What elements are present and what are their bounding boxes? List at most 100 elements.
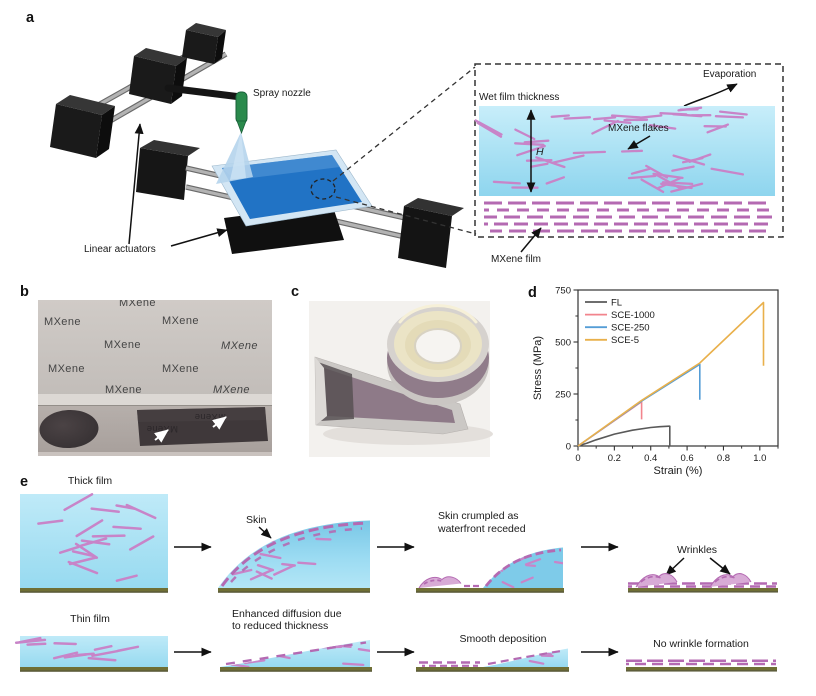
thick-film-row: Thick film Skin Skin crumpled as waterfr…: [20, 475, 778, 593]
mxene-flake: [26, 642, 47, 646]
mxene-flake: [58, 545, 80, 554]
smooth-deposition-label: Smooth deposition: [460, 633, 547, 645]
inset-flakes-top: [550, 106, 748, 125]
mxene-flake: [474, 119, 503, 136]
wet-film-thickness-label: Wet film thickness: [479, 92, 559, 103]
thick-film-title: Thick film: [68, 475, 113, 487]
mxene-flake: [232, 645, 250, 649]
circular-mxene-film: [39, 409, 99, 449]
mxene-flake: [640, 178, 665, 194]
mxene-flake: [563, 116, 592, 120]
x-tick-label: 0.2: [608, 453, 621, 464]
mxene-flake: [93, 644, 113, 651]
x-tick-label: 0.6: [680, 453, 693, 464]
wrinkle-pointer-arrow: [709, 557, 731, 575]
y-tick-label: 250: [555, 389, 571, 400]
mxene-film-arrow: [520, 227, 542, 253]
paper-text: MXene: [221, 340, 258, 352]
x-axis-label: Strain (%): [654, 465, 703, 477]
stage3-caption-line2: waterfront receded: [437, 523, 526, 535]
mxene-flake: [71, 550, 95, 558]
mxene-flake: [230, 663, 250, 667]
mxene-flake: [484, 561, 501, 565]
paper-text: MXene: [162, 315, 199, 327]
mxene-flake: [514, 142, 545, 146]
mxene-flake: [255, 570, 273, 580]
mxene-flake: [592, 116, 617, 121]
mxene-flake: [550, 114, 570, 118]
mxene-flake: [476, 121, 503, 138]
skin-label: Skin: [246, 514, 267, 526]
stage2-caption-line1: Enhanced diffusion due: [232, 608, 342, 620]
mxene-flake: [75, 519, 104, 538]
thin-film-row: Thin film Enhanced diffusion due to redu…: [14, 608, 777, 672]
mxene-flake: [115, 504, 137, 511]
mxene-flake: [112, 525, 142, 530]
mxene-flakes-label: MXene flakes: [608, 123, 669, 134]
mxene-flake: [491, 556, 508, 566]
actuator-block: [50, 95, 115, 158]
y-tick-label: 500: [555, 337, 571, 348]
inset-connector: [332, 66, 476, 182]
skin-layer: [220, 521, 369, 587]
mxene-flake: [486, 566, 504, 572]
mxene-flake: [653, 172, 682, 190]
paper-text: MXene: [48, 363, 85, 375]
skin-layer: [484, 548, 562, 587]
mxene-flake: [681, 156, 704, 164]
mxene-flake: [52, 651, 79, 660]
spray-nozzle-label: Spray nozzle: [253, 88, 311, 99]
mxene-flake: [231, 568, 253, 576]
mxene-flake: [520, 576, 534, 584]
mxene-flake: [501, 580, 515, 588]
mxene-flake: [63, 653, 88, 659]
y-axis-label: Stress (MPa): [532, 336, 544, 400]
mxene-flake: [68, 556, 98, 566]
actuator-block: [182, 23, 226, 64]
mxene-flake: [572, 150, 607, 155]
mxene-flake: [677, 106, 703, 112]
legend-label-SCE-5: SCE-5: [611, 335, 639, 346]
x-tick-label: 0.4: [644, 453, 657, 464]
roll-core-hole: [414, 328, 462, 364]
mxene-flake: [620, 149, 644, 153]
mxene-flake: [591, 119, 619, 135]
mxene-flake: [79, 537, 108, 547]
legend-label-SCE-250: SCE-250: [611, 323, 650, 334]
panel-a-inset: Evaporation Wet film thickness H MXene f…: [474, 63, 784, 265]
mxene-flake: [342, 662, 365, 667]
paper-text: MXene: [44, 316, 81, 328]
film-strip-face: [324, 368, 455, 423]
mxene-flake: [639, 114, 663, 119]
mxene-flake: [90, 507, 120, 514]
mxene-flake: [525, 564, 537, 568]
x-tick-label: 1.0: [753, 453, 766, 464]
mxene-flake: [116, 645, 140, 653]
mxene-flake: [652, 172, 684, 180]
mxene-flake: [63, 493, 94, 512]
mxene-flake: [645, 164, 669, 179]
inset-border: [474, 63, 784, 238]
crumpled-skin-mound: [418, 576, 462, 589]
lower-gantry: [136, 140, 464, 268]
series-SCE-5: [577, 301, 765, 447]
mxene-flake: [14, 638, 47, 645]
actuator-block: [136, 140, 200, 200]
panel-d: d 0 0.2 0.4 0.6 0.8 1.0 0 250 500 750 Strain (%) St…: [528, 285, 779, 477]
wrinkle-pointer-arrow: [665, 557, 685, 576]
mxene-flake: [74, 542, 99, 559]
paper-text: MXene: [213, 384, 250, 396]
chart-frame: [577, 289, 779, 447]
mxene-flake: [718, 110, 748, 116]
skin-pointer-arrow: [258, 526, 272, 539]
series-FL: [577, 425, 671, 447]
stage2-caption-line2: to reduced thickness: [232, 620, 328, 632]
mxene-flake: [37, 519, 64, 525]
mxene-flake: [630, 167, 651, 175]
panel-a: a: [26, 10, 784, 268]
mxene-flake: [128, 535, 155, 551]
mxene-flake: [297, 561, 317, 566]
zoom-region-circle: [310, 178, 336, 200]
linear-actuators-label: Linear actuators: [84, 244, 156, 255]
